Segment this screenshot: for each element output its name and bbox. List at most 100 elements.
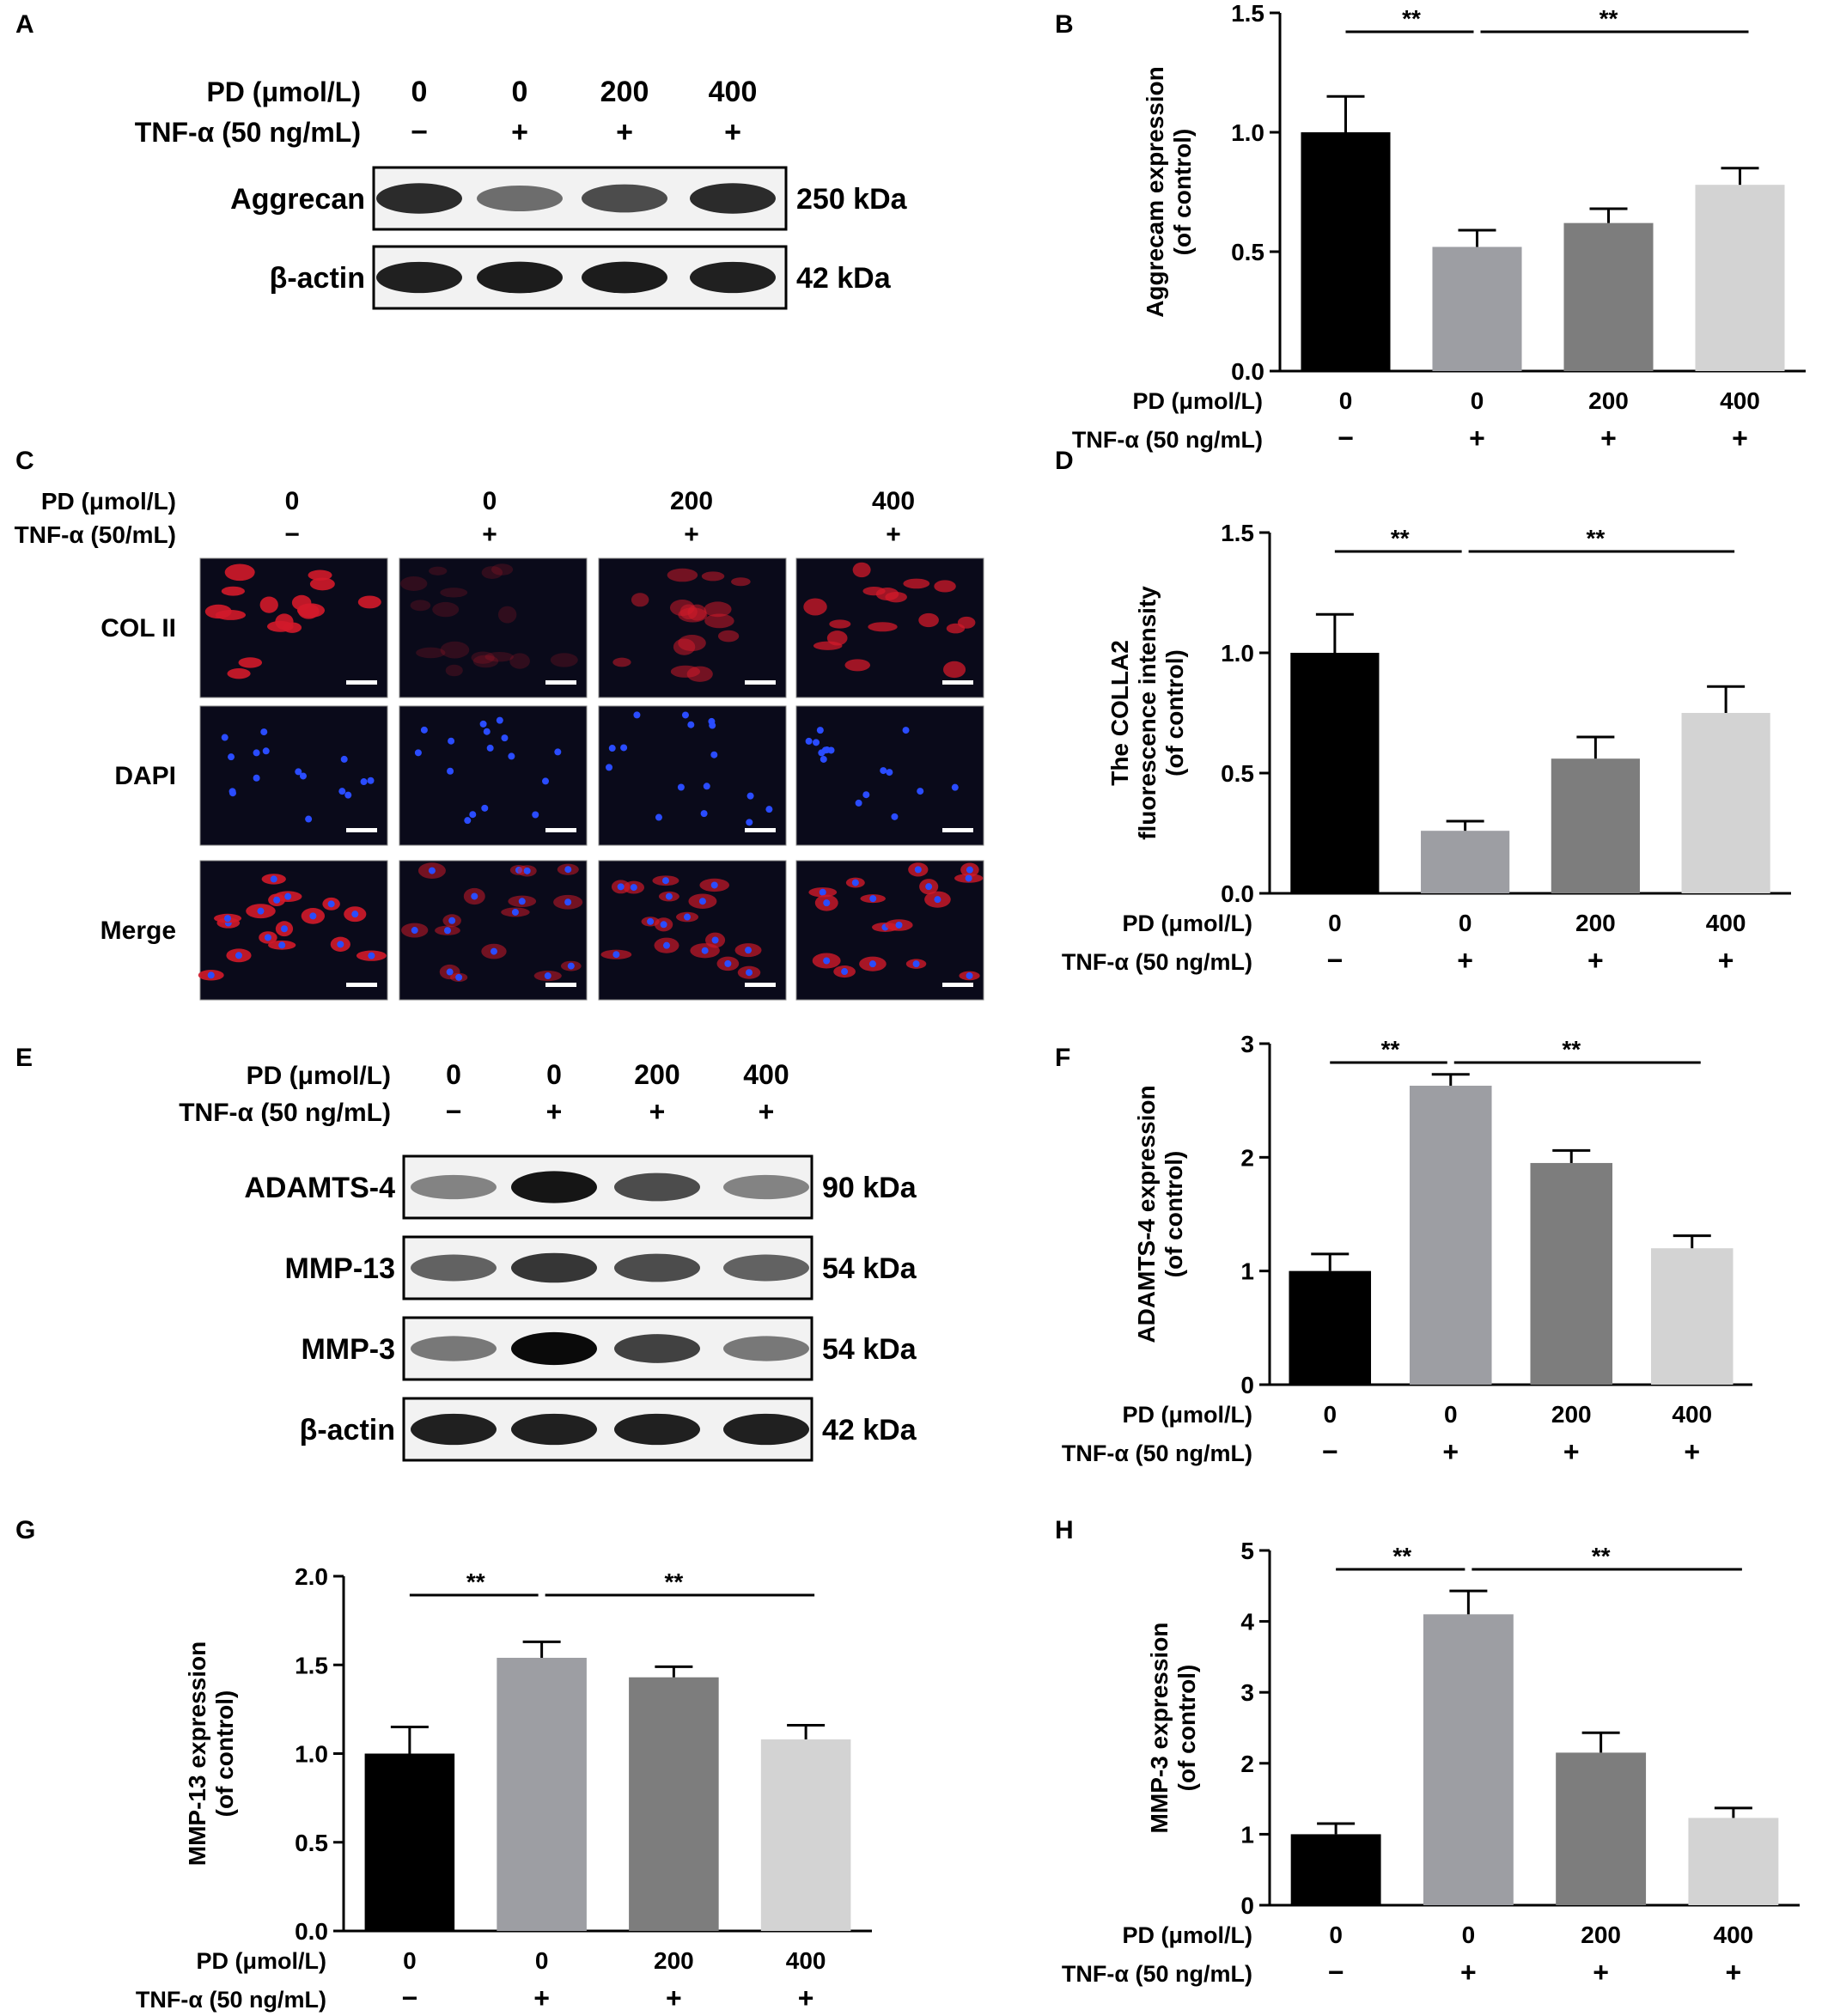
micro-nucleus bbox=[228, 753, 235, 761]
y-tick-label: 0.5 bbox=[1221, 760, 1254, 787]
micro-nucleus bbox=[414, 749, 422, 757]
micro-nucleus bbox=[881, 923, 889, 931]
micro-cell-red bbox=[717, 630, 740, 643]
micro-nucleus bbox=[228, 788, 236, 795]
x-tick-label: 0 bbox=[1459, 910, 1472, 936]
micro-nucleus bbox=[813, 739, 820, 746]
y-tick-label: 1 bbox=[1240, 1258, 1254, 1285]
micro-nucleus bbox=[821, 746, 829, 754]
micro-nucleus bbox=[446, 968, 454, 976]
micro-nucleus bbox=[855, 799, 862, 807]
micro-cell-red bbox=[322, 897, 340, 911]
micro-cell-red bbox=[814, 894, 838, 911]
x-tnf-value: + bbox=[1732, 423, 1748, 454]
micro-nucleus bbox=[554, 748, 562, 756]
micro-nucleus bbox=[895, 921, 903, 929]
y-tick-label: 1.0 bbox=[1221, 640, 1254, 667]
x-tick-label: 0 bbox=[535, 1947, 549, 1974]
micro-cell-red bbox=[845, 877, 865, 888]
y-axis-label: The COLLA2 bbox=[1106, 640, 1133, 786]
micro-nucleus bbox=[327, 900, 335, 908]
micro-nucleus bbox=[925, 883, 933, 891]
micro-cell-red bbox=[960, 862, 979, 877]
micro-cell-red bbox=[472, 655, 499, 668]
x-tnf-value: + bbox=[533, 1983, 550, 2013]
micro-nucleus bbox=[496, 716, 503, 724]
blot-pd-value: 0 bbox=[546, 1059, 562, 1090]
micro-pd-value: 400 bbox=[872, 487, 915, 515]
bar bbox=[1432, 247, 1522, 371]
micro-cell-red bbox=[198, 970, 224, 981]
panel-letter-a: A bbox=[15, 10, 34, 39]
micro-nucleus bbox=[309, 912, 317, 920]
micro-nucleus bbox=[880, 767, 887, 775]
bar bbox=[1423, 1614, 1514, 1905]
x-tnf-label: TNF-α (50 ng/mL) bbox=[1062, 949, 1252, 975]
micro-nucleus bbox=[608, 745, 616, 752]
panel-letter-c: C bbox=[15, 447, 34, 475]
blot-protein-label: MMP-3 bbox=[301, 1333, 395, 1366]
bar bbox=[1409, 1085, 1492, 1385]
micro-nucleus bbox=[367, 777, 375, 784]
x-tick-label: 200 bbox=[1588, 387, 1629, 414]
blot-band bbox=[376, 183, 462, 214]
panel-letter-g: G bbox=[15, 1516, 36, 1544]
micro-scale-bar bbox=[942, 983, 973, 987]
x-tick-label: 400 bbox=[786, 1947, 826, 1974]
micro-nucleus bbox=[684, 913, 692, 921]
blot-protein-label: Aggrecan bbox=[230, 183, 365, 216]
sig-marker: ** bbox=[1600, 5, 1618, 32]
micro-cell-red bbox=[215, 610, 247, 620]
micro-tile bbox=[199, 860, 388, 1001]
micro-nucleus bbox=[703, 783, 710, 790]
micro-nucleus bbox=[630, 884, 637, 892]
micro-cell-red bbox=[908, 862, 929, 877]
y-tick-label: 3 bbox=[1240, 1679, 1254, 1706]
micro-cell-red bbox=[291, 594, 312, 611]
y-axis-label: (of control) bbox=[211, 1690, 238, 1818]
y-axis-label: Aggrecam expression bbox=[1142, 66, 1168, 318]
micro-cell-red bbox=[652, 875, 679, 886]
y-tick-label: 1 bbox=[1240, 1821, 1254, 1848]
micro-cell-red bbox=[679, 604, 698, 620]
x-tick-label: 200 bbox=[654, 1947, 694, 1974]
x-tnf-value: − bbox=[402, 1983, 418, 2013]
blot-band bbox=[582, 261, 667, 294]
micro-row-label: DAPI bbox=[114, 762, 176, 790]
y-tick-label: 0.0 bbox=[295, 1918, 328, 1945]
x-tick-label: 200 bbox=[1551, 1401, 1592, 1428]
panel-letter-e: E bbox=[15, 1044, 34, 1072]
micro-cell-red bbox=[296, 603, 326, 618]
micro-nucleus bbox=[564, 866, 572, 874]
micro-nucleus bbox=[966, 971, 973, 979]
micro-nucleus bbox=[564, 898, 572, 906]
micro-nucleus bbox=[765, 806, 773, 813]
blot-band bbox=[511, 1413, 597, 1446]
micro-nucleus bbox=[270, 875, 277, 883]
micro-cell-red bbox=[934, 580, 956, 593]
micro-nucleus bbox=[253, 774, 260, 782]
blot-band bbox=[411, 1413, 497, 1446]
micro-tnf-value: + bbox=[886, 521, 901, 549]
sig-marker: ** bbox=[466, 1568, 485, 1595]
micro-nucleus bbox=[501, 734, 509, 742]
micro-nucleus bbox=[912, 960, 920, 968]
micro-cell-red bbox=[238, 657, 263, 668]
micro-cell-red bbox=[400, 576, 428, 591]
blot-strip bbox=[402, 1235, 813, 1300]
y-tick-label: 1.0 bbox=[1231, 119, 1264, 146]
micro-nucleus bbox=[886, 769, 893, 777]
micro-nucleus bbox=[841, 968, 849, 976]
x-tnf-value: + bbox=[1460, 1957, 1477, 1988]
blot-strip bbox=[402, 1316, 813, 1381]
micro-nucleus bbox=[819, 888, 826, 896]
bar bbox=[1695, 185, 1785, 371]
blot-tnf-value: + bbox=[546, 1096, 563, 1127]
micro-tile bbox=[399, 705, 588, 846]
micro-nucleus bbox=[443, 927, 451, 935]
micro-nucleus bbox=[698, 898, 706, 905]
x-tnf-value: − bbox=[1327, 945, 1344, 976]
micro-nucleus bbox=[612, 951, 620, 959]
